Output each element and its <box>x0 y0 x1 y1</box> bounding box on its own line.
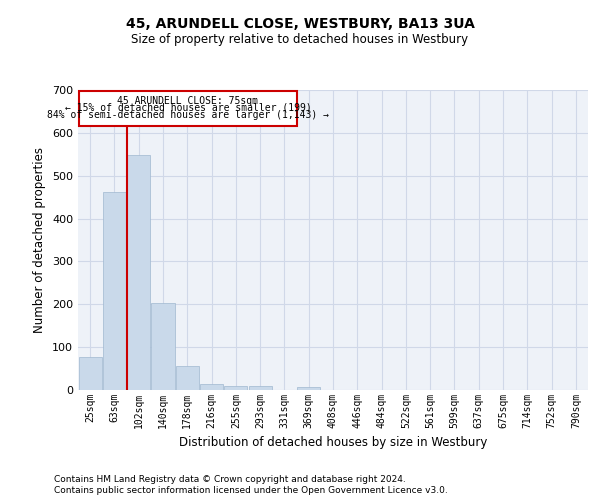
Text: Contains public sector information licensed under the Open Government Licence v3: Contains public sector information licen… <box>54 486 448 495</box>
Bar <box>176 366 199 390</box>
Bar <box>297 386 320 390</box>
X-axis label: Distribution of detached houses by size in Westbury: Distribution of detached houses by size … <box>179 436 487 450</box>
Text: 45, ARUNDELL CLOSE, WESTBURY, BA13 3UA: 45, ARUNDELL CLOSE, WESTBURY, BA13 3UA <box>125 18 475 32</box>
FancyBboxPatch shape <box>79 91 296 126</box>
Y-axis label: Number of detached properties: Number of detached properties <box>34 147 46 333</box>
Text: 45 ARUNDELL CLOSE: 75sqm: 45 ARUNDELL CLOSE: 75sqm <box>118 96 259 106</box>
Bar <box>127 155 150 390</box>
Text: Contains HM Land Registry data © Crown copyright and database right 2024.: Contains HM Land Registry data © Crown c… <box>54 475 406 484</box>
Bar <box>79 356 101 390</box>
Bar <box>103 192 126 390</box>
Text: ← 15% of detached houses are smaller (199): ← 15% of detached houses are smaller (19… <box>65 103 311 113</box>
Bar <box>151 302 175 390</box>
Bar <box>224 386 247 390</box>
Bar <box>248 386 272 390</box>
Text: 84% of semi-detached houses are larger (1,143) →: 84% of semi-detached houses are larger (… <box>47 110 329 120</box>
Text: Size of property relative to detached houses in Westbury: Size of property relative to detached ho… <box>131 32 469 46</box>
Bar <box>200 384 223 390</box>
